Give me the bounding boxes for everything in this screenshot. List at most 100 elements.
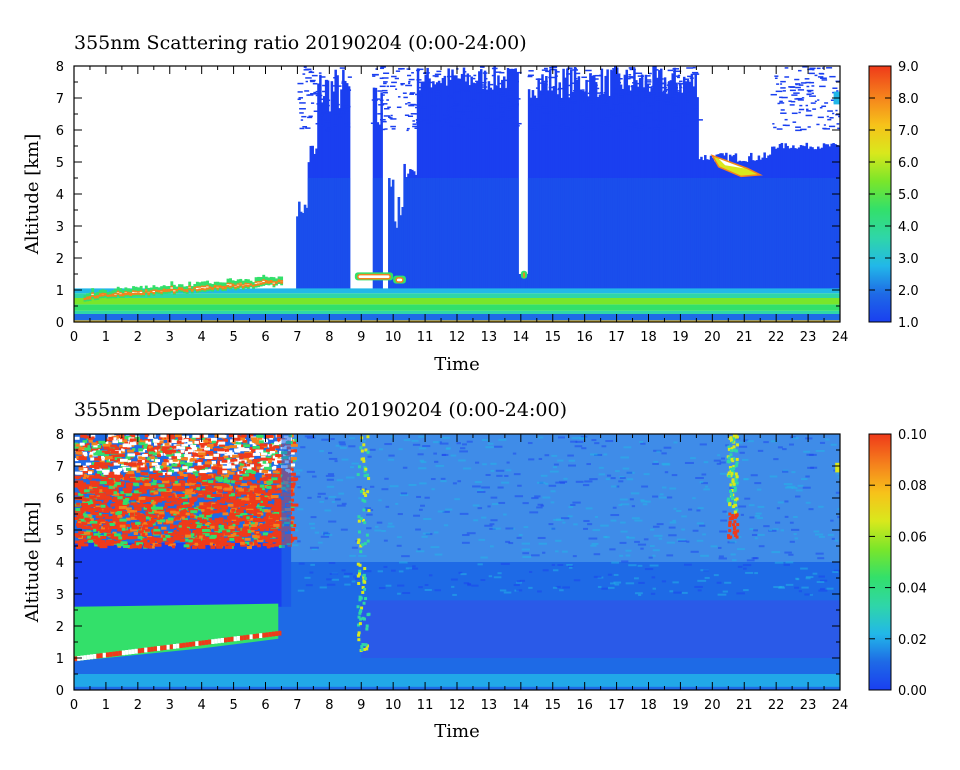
scatter-speckle <box>406 129 409 132</box>
depol-noise <box>605 440 614 443</box>
depol-noise <box>831 537 835 540</box>
upper-noise-cell <box>243 444 250 448</box>
depol-noise <box>818 535 826 538</box>
ice-cloud-cell <box>732 505 736 509</box>
scatter-speckle <box>618 95 624 98</box>
depol-noise <box>418 586 423 589</box>
depol-noise <box>676 538 686 541</box>
upper-noise-cell <box>146 486 154 490</box>
depol-noise <box>724 581 732 584</box>
scatter-speckle <box>610 113 617 115</box>
scatter-speckle <box>789 89 796 92</box>
upper-noise-cell <box>234 485 238 489</box>
upper-noise-cell <box>151 447 155 451</box>
scatter-cell <box>598 178 602 290</box>
scatter-cell <box>749 178 753 290</box>
scatter-speckle <box>537 93 543 95</box>
scatter-cell <box>407 173 410 290</box>
scatter-speckle <box>648 102 654 104</box>
scatter-cell <box>705 178 709 290</box>
upper-noise-cell <box>80 474 85 478</box>
scatter-speckle <box>600 91 603 94</box>
scatter-speckle <box>570 99 577 102</box>
depol-noise <box>722 510 727 513</box>
upper-noise-cell <box>182 468 188 472</box>
upper-noise-cell <box>93 489 99 493</box>
upper-noise-cell <box>215 539 220 543</box>
scatter-cell <box>822 143 826 290</box>
scatter-cell <box>391 179 395 290</box>
upper-noise-cell <box>234 449 241 453</box>
scatter-speckle <box>683 95 688 98</box>
scatter-speckle <box>673 103 676 105</box>
low-cloud-core <box>277 279 281 283</box>
depol-noise <box>757 449 764 452</box>
upper-noise-cell <box>221 522 227 526</box>
scatter-cell <box>790 178 793 290</box>
upper-noise-cell <box>156 451 161 455</box>
scatter-cell <box>388 178 391 290</box>
scatter-speckle <box>772 123 775 125</box>
upper-noise-cell <box>271 452 279 456</box>
scatter-speckle <box>805 104 809 107</box>
upper-noise-cell <box>87 535 92 539</box>
scatter-cell <box>497 178 500 290</box>
scatter-speckle <box>436 70 442 73</box>
depol-noise <box>597 585 602 588</box>
scatter-cell <box>389 186 393 290</box>
scatter-speckle <box>469 89 477 91</box>
upper-noise-cell <box>253 463 262 467</box>
scatter-cell <box>635 80 638 290</box>
upper-noise-cell <box>114 478 121 482</box>
scatter-speckle <box>379 99 384 102</box>
scatter-cell <box>378 124 381 290</box>
depol-noise <box>490 519 498 522</box>
upper-noise-cell <box>115 540 122 544</box>
upper-noise-cell <box>141 533 146 537</box>
dust-edge <box>188 642 193 647</box>
upper-noise-cell <box>101 526 109 530</box>
upper-noise-cell <box>145 496 151 500</box>
scatter-speckle <box>661 78 664 80</box>
scatter-speckle <box>325 129 330 131</box>
scatter-speckle <box>797 69 802 72</box>
depol-noise <box>566 563 573 566</box>
upper-noise-cell <box>204 496 213 500</box>
upper-noise-cell <box>148 445 154 449</box>
upper-noise-cell <box>272 543 281 547</box>
upper-noise-cell <box>154 510 160 514</box>
upper-noise-cell <box>276 540 281 544</box>
scatter-cell <box>487 81 491 290</box>
ice-cloud-cell <box>734 464 738 468</box>
depol-noise <box>552 466 558 469</box>
upper-noise-cell <box>146 448 155 452</box>
upper-noise-cell <box>184 451 189 455</box>
scatter-speckle <box>423 72 430 74</box>
upper-noise-cell <box>86 443 90 447</box>
upper-noise-cell <box>129 463 137 467</box>
scatter-cell <box>426 178 429 290</box>
upper-noise-cell <box>234 481 242 485</box>
scatter-speckle <box>412 123 417 125</box>
depol-noise <box>672 519 676 522</box>
scatter-cell <box>403 178 406 290</box>
upper-noise-cell <box>186 526 192 530</box>
upper-noise-cell <box>270 539 278 543</box>
scatter-cell <box>748 156 751 290</box>
scatter-speckle <box>558 105 566 108</box>
scatter-speckle <box>788 100 792 102</box>
low-cloud-core <box>137 290 141 295</box>
depol-noise <box>420 461 427 464</box>
upper-noise-cell <box>214 501 220 505</box>
depol-noise <box>756 488 762 491</box>
scatter-speckle <box>832 112 835 115</box>
upper-noise-cell <box>234 461 239 465</box>
scatter-cell <box>460 73 464 290</box>
scatter-cell <box>342 178 345 290</box>
upper-noise-cell <box>206 536 212 540</box>
upper-noise-cell <box>96 452 105 456</box>
scatter-speckle <box>378 104 385 106</box>
scatter-cell <box>805 178 809 290</box>
scatter-speckle <box>806 85 810 88</box>
scatter-speckle <box>671 100 674 103</box>
